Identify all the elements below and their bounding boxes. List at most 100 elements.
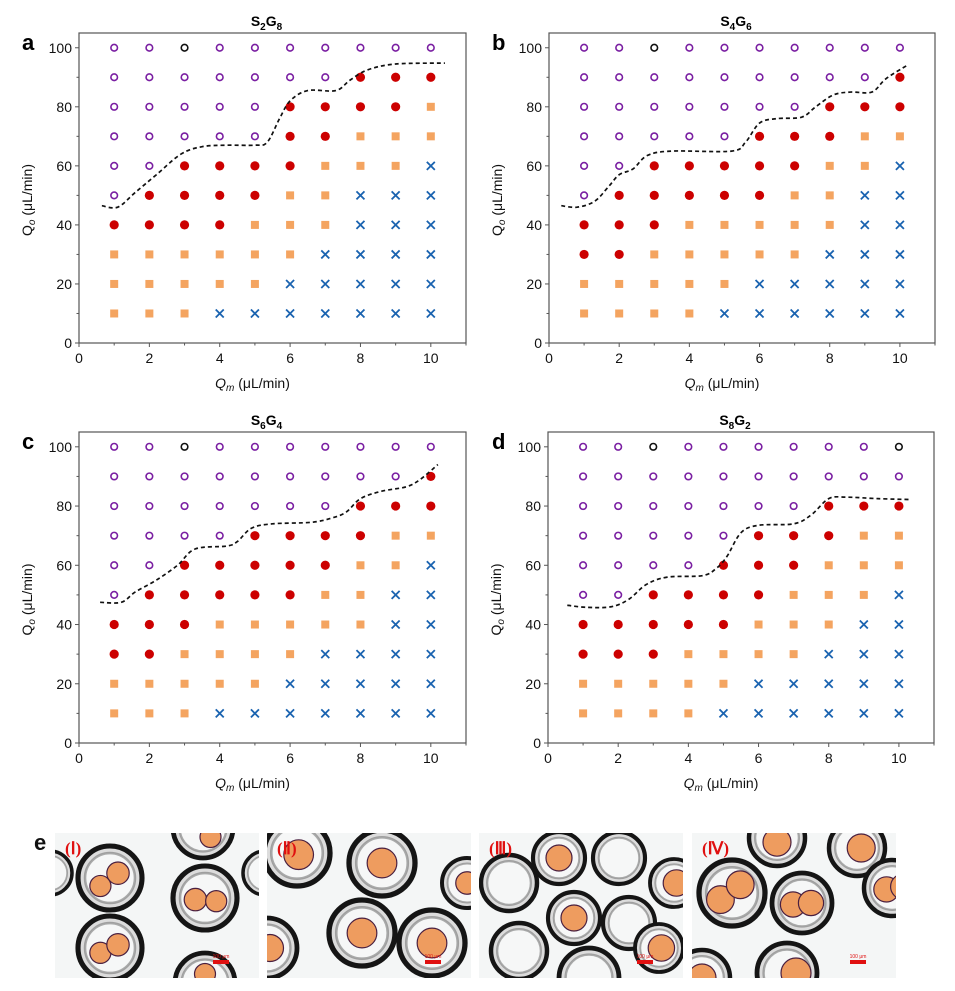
marker-cross-blue bbox=[355, 249, 366, 260]
marker-square-orange bbox=[719, 650, 728, 659]
core-droplet bbox=[346, 917, 378, 949]
marker-cross-blue bbox=[250, 708, 260, 719]
chart-title: S2G8 bbox=[251, 13, 283, 33]
marker-filled-circle-red bbox=[391, 102, 401, 112]
marker-open-circle-purple bbox=[615, 102, 624, 111]
marker-open-circle-black bbox=[650, 43, 659, 52]
marker-square-orange bbox=[321, 161, 330, 170]
marker-square-orange bbox=[356, 161, 365, 170]
marker-open-circle-purple bbox=[250, 501, 260, 511]
marker-open-circle-purple bbox=[110, 73, 119, 82]
marker-open-circle-purple bbox=[755, 73, 764, 82]
marker-square-orange bbox=[391, 132, 400, 141]
marker-square-orange bbox=[894, 561, 903, 570]
marker-square-orange bbox=[286, 191, 295, 200]
marker-filled-circle-red bbox=[391, 501, 401, 511]
marker-square-orange bbox=[825, 191, 834, 200]
marker-square-orange bbox=[824, 561, 833, 570]
marker-filled-circle-red bbox=[859, 501, 869, 511]
chart-title: S6G4 bbox=[251, 412, 283, 432]
y-tick-label: 60 bbox=[56, 557, 72, 573]
marker-square-orange bbox=[859, 590, 868, 599]
shell-interior bbox=[246, 855, 259, 891]
marker-cross-blue bbox=[390, 619, 401, 630]
plot-frame bbox=[548, 32, 936, 344]
marker-filled-circle-red bbox=[250, 531, 260, 541]
marker-filled-circle-red bbox=[649, 220, 659, 230]
marker-filled-circle-red bbox=[179, 590, 190, 600]
marker-cross-blue bbox=[285, 308, 295, 319]
marker-filled-circle-red bbox=[578, 619, 588, 630]
marker-cross-blue bbox=[426, 220, 436, 230]
shell-interior bbox=[496, 928, 542, 974]
marker-filled-circle-red bbox=[718, 619, 729, 630]
marker-open-circle-purple bbox=[356, 43, 365, 52]
x-tick-label: 6 bbox=[756, 350, 764, 366]
marker-square-orange bbox=[180, 650, 189, 659]
marker-square-orange bbox=[145, 679, 154, 688]
marker-filled-circle-red bbox=[355, 102, 366, 112]
marker-open-circle-black bbox=[180, 43, 189, 52]
microcapsule bbox=[633, 922, 683, 974]
marker-filled-circle-red bbox=[285, 102, 295, 112]
marker-square-orange bbox=[790, 220, 799, 229]
microcapsule bbox=[346, 833, 418, 899]
marker-open-circle-purple bbox=[285, 501, 295, 511]
marker-square-orange bbox=[391, 531, 400, 540]
marker-open-circle-purple bbox=[614, 590, 623, 600]
marker-cross-blue bbox=[894, 679, 904, 689]
y-axis-label: Qo (μL/min) bbox=[489, 164, 508, 236]
marker-open-circle-purple bbox=[180, 102, 189, 111]
marker-open-circle-purple bbox=[145, 43, 154, 52]
marker-open-circle-purple bbox=[578, 472, 588, 481]
marker-square-orange bbox=[426, 531, 435, 540]
marker-square-orange bbox=[215, 650, 224, 659]
marker-cross-blue bbox=[390, 679, 401, 689]
marker-square-orange bbox=[754, 620, 763, 629]
marker-open-circle-purple bbox=[180, 501, 189, 511]
marker-filled-circle-red bbox=[719, 190, 730, 200]
marker-open-circle-purple bbox=[110, 531, 119, 540]
marker-square-orange bbox=[894, 531, 903, 540]
marker-open-circle-purple bbox=[685, 102, 694, 111]
marker-cross-blue bbox=[390, 590, 401, 600]
marker-filled-circle-red bbox=[426, 72, 436, 82]
marker-square-orange bbox=[180, 309, 189, 318]
marker-cross-blue bbox=[355, 708, 366, 719]
marker-filled-circle-red bbox=[285, 161, 295, 171]
marker-square-orange bbox=[789, 650, 798, 659]
microcapsule bbox=[769, 870, 835, 936]
marker-open-circle-purple bbox=[720, 73, 729, 82]
marker-filled-circle-red bbox=[179, 190, 190, 200]
plot-frame bbox=[78, 32, 467, 344]
marker-filled-circle-red bbox=[683, 619, 693, 630]
marker-open-circle-purple bbox=[615, 73, 624, 82]
marker-open-circle-purple bbox=[684, 531, 693, 540]
marker-square-orange bbox=[580, 279, 589, 288]
marker-cross-blue bbox=[824, 708, 834, 719]
marker-open-circle-purple bbox=[145, 561, 154, 570]
marker-filled-circle-red bbox=[320, 531, 330, 541]
marker-open-circle-purple bbox=[285, 43, 295, 52]
marker-open-circle-purple bbox=[145, 132, 154, 141]
marker-open-circle-purple bbox=[215, 501, 224, 511]
marker-open-circle-purple bbox=[285, 472, 295, 481]
marker-square-orange bbox=[321, 220, 330, 229]
marker-filled-circle-red bbox=[649, 190, 659, 200]
y-tick-label: 20 bbox=[526, 276, 542, 292]
marker-filled-circle-red bbox=[648, 619, 658, 630]
phase-boundary-line bbox=[567, 495, 910, 609]
marker-filled-circle-red bbox=[109, 649, 119, 659]
core-droplet bbox=[662, 869, 683, 897]
marker-open-circle-purple bbox=[321, 43, 330, 52]
marker-square-orange bbox=[685, 250, 694, 259]
core-droplet bbox=[183, 887, 208, 912]
marker-cross-blue bbox=[426, 590, 436, 600]
shell-interior bbox=[486, 860, 532, 906]
marker-open-circle-purple bbox=[145, 472, 154, 481]
marker-filled-circle-red bbox=[824, 501, 834, 511]
core-droplet bbox=[873, 876, 896, 903]
marker-filled-circle-red bbox=[753, 531, 764, 541]
marker-cross-blue bbox=[355, 220, 366, 230]
